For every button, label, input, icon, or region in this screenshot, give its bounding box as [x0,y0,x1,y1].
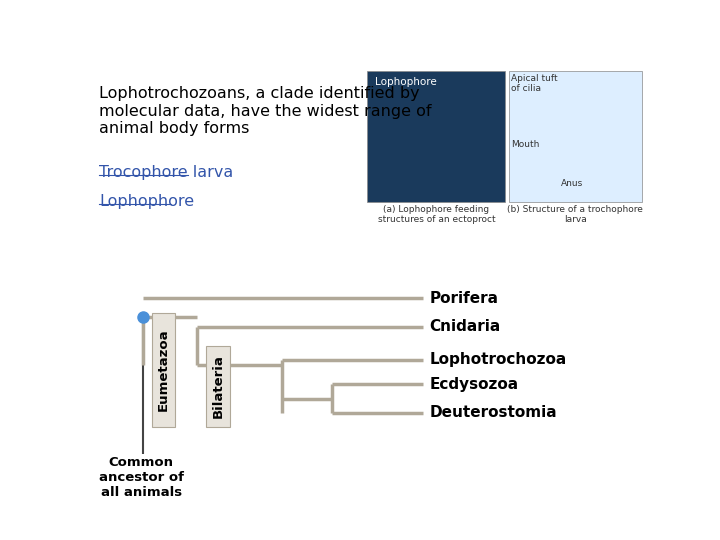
Text: Trocophore larva: Trocophore larva [99,165,233,180]
Text: Cnidaria: Cnidaria [429,319,500,334]
Text: Deuterostomia: Deuterostomia [429,406,557,420]
Text: Anus: Anus [561,179,583,188]
Text: Lophotrochozoa: Lophotrochozoa [429,352,567,367]
Text: Ecdysozoa: Ecdysozoa [429,377,518,392]
Text: Lophophore: Lophophore [99,194,194,209]
Text: Eumetazoa: Eumetazoa [157,328,170,411]
Text: Porifera: Porifera [429,291,498,306]
Bar [367,71,505,202]
Bar [206,346,230,427]
Text: Mouth: Mouth [510,140,539,149]
Text: Lophotrochozoans, a clade identified by
molecular data, have the widest range of: Lophotrochozoans, a clade identified by … [99,86,432,136]
Bar [508,71,642,202]
Text: (a) Lophophore feeding
structures of an ectoproct: (a) Lophophore feeding structures of an … [377,205,495,224]
Text: Lophophore: Lophophore [375,77,437,87]
Text: Common
ancestor of
all animals: Common ancestor of all animals [99,456,184,499]
Text: Bilateria: Bilateria [212,354,225,418]
Bar [152,313,175,427]
Text: Apical tuft
of cilia: Apical tuft of cilia [510,74,557,93]
Text: (b) Structure of a trochophore
larva: (b) Structure of a trochophore larva [507,205,643,224]
